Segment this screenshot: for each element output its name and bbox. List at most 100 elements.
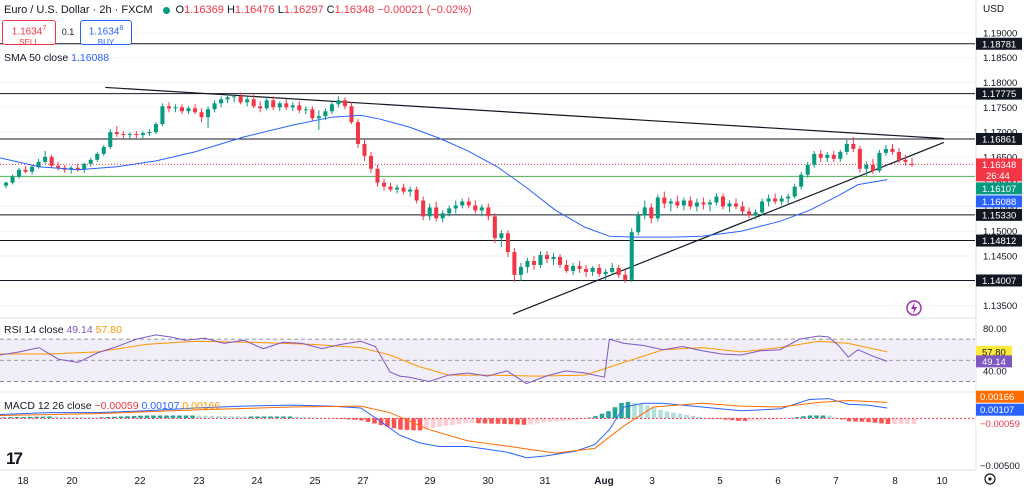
candle-body [421,200,426,217]
macd-histogram-bar [697,416,702,419]
macd-histogram-bar [456,418,462,425]
macd-histogram-bar [684,414,689,419]
sell-button[interactable]: 1.16347 SELL [2,20,56,48]
candle-body [870,164,875,171]
macd-histogram-bar [21,416,26,419]
macd-histogram-bar [268,416,273,419]
candle-body [95,153,100,160]
candle-body [642,207,647,216]
rsi-legend-value: 49.14 [66,324,93,336]
green-level-tag: 1.16107 [982,184,1016,195]
candle-body [427,207,432,217]
rsi-ma-legend-value: 57.80 [95,324,122,336]
candle-body [440,213,445,219]
macd-legend[interactable]: MACD 12 26 close −0.00059 0.00107 0.0016… [4,400,220,412]
buy-price-pip: 8 [119,25,124,32]
macd-histogram-bar [827,415,832,419]
low-value: 1.16297 [283,4,324,16]
macd-histogram-bar [40,416,46,419]
candle-body [56,165,61,168]
symbol-title[interactable]: Euro / U.S. Dollar · 2h · FXCM [4,4,153,16]
trendlines[interactable] [105,86,945,315]
price-tick-label: 1.18000 [983,78,1017,89]
candle-body [88,159,93,164]
lightning-icon[interactable] [906,300,922,316]
change-value: −0.00021 (−0.02%) [377,4,472,16]
currency-label[interactable]: USD [983,4,1005,15]
time-axis[interactable]: 18 20 22 23 24 25 27 29 30 31 Aug 3 5 6 7 8 10 [17,476,948,487]
macd-histogram-bar [79,417,85,419]
rsi-legend[interactable]: RSI 14 close 49.14 57.80 [4,324,122,336]
macd-histogram-bar [859,418,865,422]
candle-body [388,186,393,190]
candle-body [355,122,360,144]
macd-histogram-bar [814,415,819,419]
settings-gear-icon[interactable] [984,473,996,485]
macd-histogram-bar [359,418,364,421]
level-price-tag-background [976,274,1022,287]
macd-hist-legend-value: −0.00059 [94,400,139,412]
candle-body [271,100,276,108]
time-tick-label: 8 [892,476,898,487]
symbol-header: Euro / U.S. Dollar · 2h · FXCM O1.16369 … [0,0,472,20]
price-tick-label: 1.16500 [983,152,1017,163]
candle-body [3,182,9,186]
sell-price-pip: 7 [42,25,47,32]
macd-histogram-bar [27,416,33,419]
macd-histogram-bar [66,416,72,419]
candle-body [831,154,836,159]
macd-histogram-bar [170,415,176,419]
price-tick-label: 1.17500 [983,103,1017,114]
level-price-tag-background [976,208,1022,221]
candle-body [453,205,458,209]
sell-label: SELL [19,38,39,48]
macd-histogram-bar [437,418,442,427]
candle-body [590,267,595,272]
low-label: L [277,4,284,16]
price-tick-label: 1.13500 [983,301,1017,312]
sma-line [0,114,888,238]
candle-body [636,215,641,233]
rsi-tag: 49.14 [982,357,1006,368]
macd-histogram-bar [677,413,683,419]
candle-body [812,153,817,165]
candle-body [903,159,908,162]
tradingview-logo[interactable]: 17 [6,449,23,468]
rsi-ma-tag-background [976,345,1012,358]
rsi-tick-label: 40.00 [983,366,1007,377]
candle-body [30,166,35,172]
candle-body [375,168,380,183]
close-label: C [326,4,335,16]
macd-histogram-bar [99,417,104,419]
candle-body [134,134,139,136]
macd-histogram-bar [417,418,423,431]
buy-button[interactable]: 1.16348 BUY [80,20,132,47]
horizontal-levels[interactable] [0,43,975,281]
macd-histogram-bar [112,416,117,419]
macd-histogram-bar [60,416,65,419]
candle-body [277,103,282,108]
macd-histogram-bar [521,418,527,425]
candle-body [251,99,256,107]
macd-histogram-bar [411,418,416,431]
sma-legend-name: SMA 50 close [4,52,69,64]
macd-histogram-bar [632,402,637,419]
macd-histogram-bar [333,418,338,419]
macd-histogram-bar [625,401,631,419]
macd-histogram-bar [92,417,98,419]
candle-body [890,148,895,152]
signal-line [0,399,888,454]
close-value: 1.16348 [334,4,375,16]
level-price-tag: 1.15330 [982,210,1016,221]
sma-legend[interactable]: SMA 50 close 1.16088 [4,52,109,64]
candle-body [316,116,321,119]
macd-histogram-bar [892,418,897,424]
level-price-tag-background [976,87,1022,100]
candle-body [571,265,576,271]
candle-body [786,196,791,199]
macd-histogram-bar [229,416,234,419]
macd-histogram-bar [235,416,241,419]
macd-legend-value: 0.00107 [141,400,180,412]
